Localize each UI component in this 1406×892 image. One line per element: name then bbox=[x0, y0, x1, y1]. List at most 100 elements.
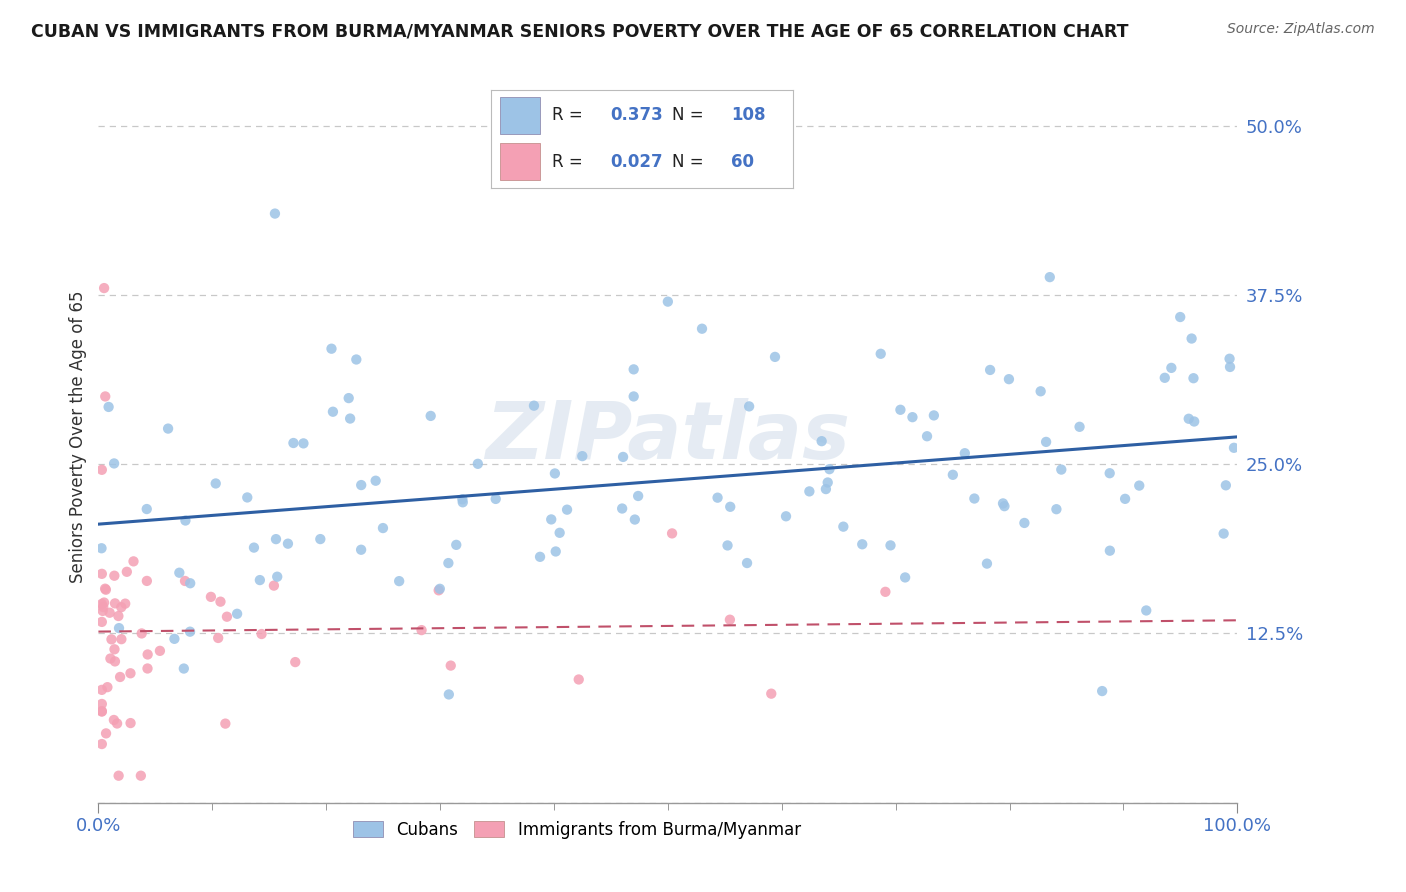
Point bbox=[371, 521, 394, 535]
Point bbox=[1014, 516, 1036, 530]
Point bbox=[90, 463, 112, 477]
Point bbox=[135, 574, 157, 588]
Point bbox=[623, 362, 645, 376]
Point bbox=[942, 467, 965, 482]
Point bbox=[1168, 310, 1191, 324]
Point bbox=[612, 450, 634, 464]
Point bbox=[1177, 411, 1199, 425]
Point bbox=[810, 434, 832, 449]
Point bbox=[963, 491, 986, 506]
Point bbox=[568, 673, 591, 687]
Point bbox=[91, 604, 114, 618]
Point bbox=[1091, 684, 1114, 698]
Point bbox=[169, 566, 191, 580]
Point bbox=[135, 502, 157, 516]
Point bbox=[173, 661, 195, 675]
Point bbox=[103, 457, 125, 471]
Point bbox=[429, 582, 451, 596]
Text: CUBAN VS IMMIGRANTS FROM BURMA/MYANMAR SENIORS POVERTY OVER THE AGE OF 65 CORREL: CUBAN VS IMMIGRANTS FROM BURMA/MYANMAR S… bbox=[31, 22, 1129, 40]
Point bbox=[120, 666, 142, 681]
Point bbox=[979, 363, 1001, 377]
Point bbox=[100, 632, 122, 647]
Point bbox=[661, 526, 683, 541]
Point bbox=[544, 544, 567, 558]
Point bbox=[1182, 415, 1205, 429]
Point bbox=[90, 682, 112, 697]
Point bbox=[207, 631, 229, 645]
Point bbox=[337, 391, 360, 405]
Point bbox=[108, 670, 131, 684]
Point bbox=[115, 565, 138, 579]
Point bbox=[114, 597, 136, 611]
Point bbox=[832, 519, 855, 533]
Point bbox=[875, 584, 897, 599]
Point bbox=[107, 609, 129, 624]
Point bbox=[657, 294, 679, 309]
Point bbox=[277, 537, 299, 551]
Point bbox=[879, 538, 901, 552]
Point bbox=[998, 372, 1021, 386]
Point bbox=[1098, 467, 1121, 481]
Point bbox=[93, 281, 115, 295]
Point bbox=[321, 342, 343, 356]
Point bbox=[179, 624, 201, 639]
Legend: Cubans, Immigrants from Burma/Myanmar: Cubans, Immigrants from Burma/Myanmar bbox=[346, 814, 807, 846]
Point bbox=[738, 400, 761, 414]
Point bbox=[266, 570, 288, 584]
Point bbox=[264, 532, 287, 546]
Point bbox=[894, 570, 917, 584]
Point bbox=[993, 499, 1015, 513]
Point bbox=[236, 491, 259, 505]
Point bbox=[243, 541, 266, 555]
Point bbox=[1182, 371, 1205, 385]
Point bbox=[215, 609, 238, 624]
Point bbox=[120, 716, 142, 731]
Point bbox=[1035, 434, 1057, 449]
Point bbox=[110, 600, 132, 615]
Point bbox=[1029, 384, 1052, 399]
Point bbox=[97, 400, 120, 414]
Point bbox=[350, 478, 373, 492]
Point bbox=[718, 613, 741, 627]
Point bbox=[1153, 371, 1175, 385]
Point bbox=[204, 476, 226, 491]
Point bbox=[110, 632, 132, 647]
Point bbox=[1219, 351, 1241, 366]
Point bbox=[339, 411, 361, 425]
Point bbox=[901, 410, 924, 425]
Point bbox=[90, 597, 112, 611]
Point bbox=[105, 716, 128, 731]
Point bbox=[214, 716, 236, 731]
Point bbox=[851, 537, 873, 551]
Point bbox=[529, 549, 551, 564]
Point bbox=[889, 402, 911, 417]
Point bbox=[1069, 419, 1091, 434]
Point bbox=[869, 347, 891, 361]
Point bbox=[90, 697, 112, 711]
Point bbox=[93, 596, 115, 610]
Point bbox=[129, 769, 152, 783]
Point bbox=[624, 512, 647, 526]
Point bbox=[163, 632, 186, 646]
Point bbox=[437, 688, 460, 702]
Point bbox=[411, 623, 433, 637]
Point bbox=[1181, 332, 1204, 346]
Point bbox=[1128, 478, 1150, 492]
Point bbox=[90, 541, 112, 556]
Point bbox=[157, 421, 180, 435]
Point bbox=[90, 566, 112, 581]
Point bbox=[388, 574, 411, 588]
Point bbox=[1135, 603, 1157, 617]
Point bbox=[200, 590, 222, 604]
Point bbox=[1223, 441, 1246, 455]
Point bbox=[976, 557, 998, 571]
Point bbox=[264, 206, 287, 220]
Point bbox=[94, 726, 117, 740]
Point bbox=[427, 583, 450, 598]
Point bbox=[953, 446, 976, 460]
Point bbox=[1212, 526, 1234, 541]
Point bbox=[451, 492, 474, 507]
Point bbox=[467, 457, 489, 471]
Point bbox=[292, 436, 315, 450]
Point bbox=[544, 467, 567, 481]
